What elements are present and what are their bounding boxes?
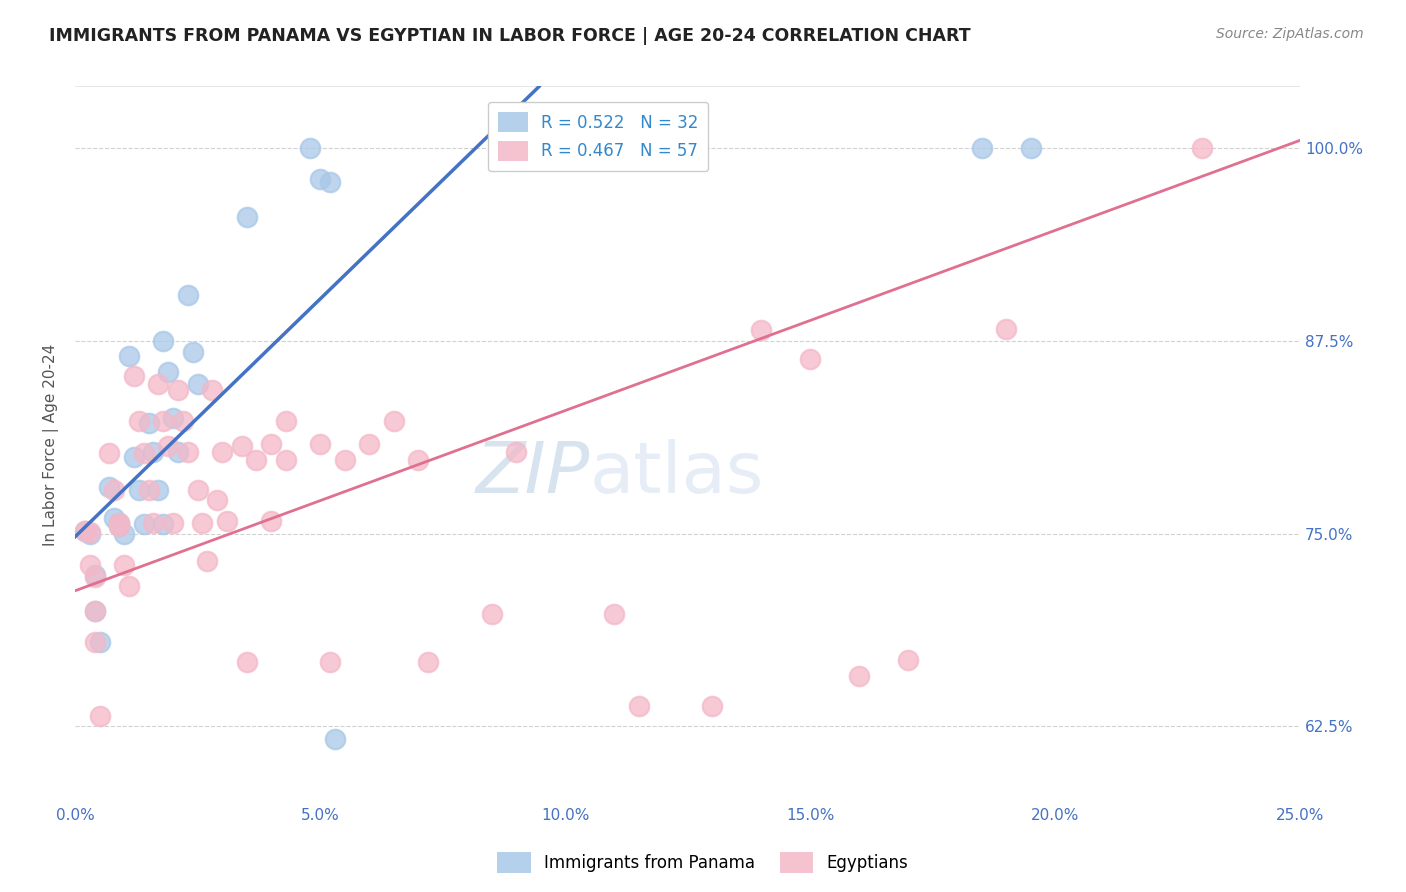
Point <box>260 514 283 528</box>
Point <box>319 655 342 669</box>
Point <box>211 445 233 459</box>
Point <box>79 558 101 572</box>
Text: Source: ZipAtlas.com: Source: ZipAtlas.com <box>1216 27 1364 41</box>
Point <box>195 554 218 568</box>
Point <box>357 437 380 451</box>
Point <box>157 439 180 453</box>
Point <box>98 480 121 494</box>
Point <box>98 446 121 460</box>
Point <box>103 483 125 498</box>
Point <box>118 579 141 593</box>
Point <box>235 655 257 669</box>
Point <box>83 604 105 618</box>
Point <box>299 141 322 155</box>
Y-axis label: In Labor Force | Age 20-24: In Labor Force | Age 20-24 <box>44 343 59 546</box>
Point <box>749 323 772 337</box>
Point <box>215 514 238 528</box>
Point <box>201 383 224 397</box>
Point <box>83 568 105 582</box>
Point <box>157 365 180 379</box>
Point <box>191 516 214 530</box>
Point <box>138 416 160 430</box>
Point <box>1191 141 1213 155</box>
Point <box>319 175 342 189</box>
Point <box>79 525 101 540</box>
Point <box>245 452 267 467</box>
Point <box>132 446 155 460</box>
Point <box>799 352 821 367</box>
Point <box>112 526 135 541</box>
Point <box>172 414 194 428</box>
Text: ZIP: ZIP <box>475 439 589 508</box>
Point <box>406 452 429 467</box>
Point <box>128 483 150 498</box>
Point <box>700 699 723 714</box>
Point <box>274 452 297 467</box>
Point <box>73 524 96 538</box>
Point <box>505 445 527 459</box>
Point <box>167 383 190 397</box>
Point <box>260 437 283 451</box>
Point <box>177 287 200 301</box>
Point <box>142 516 165 530</box>
Point <box>162 411 184 425</box>
Point <box>122 369 145 384</box>
Point <box>73 524 96 538</box>
Point <box>152 517 174 532</box>
Point <box>138 483 160 498</box>
Point <box>118 349 141 363</box>
Point <box>132 517 155 532</box>
Point <box>142 445 165 459</box>
Point <box>187 483 209 498</box>
Point <box>108 519 131 533</box>
Point <box>177 445 200 459</box>
Point <box>148 483 170 498</box>
Point <box>152 414 174 428</box>
Legend: Immigrants from Panama, Egyptians: Immigrants from Panama, Egyptians <box>491 846 915 880</box>
Point <box>162 516 184 530</box>
Point <box>108 516 131 530</box>
Point <box>187 377 209 392</box>
Point <box>333 452 356 467</box>
Point <box>152 334 174 348</box>
Point <box>83 604 105 618</box>
Point <box>108 519 131 533</box>
Point <box>970 141 993 155</box>
Point <box>108 516 131 530</box>
Point <box>274 414 297 428</box>
Point <box>79 526 101 541</box>
Point <box>382 414 405 428</box>
Point <box>148 377 170 392</box>
Point <box>128 414 150 428</box>
Point <box>995 321 1018 335</box>
Point <box>167 445 190 459</box>
Point <box>481 607 503 621</box>
Point <box>309 172 332 186</box>
Point <box>231 439 253 453</box>
Point <box>181 344 204 359</box>
Text: IMMIGRANTS FROM PANAMA VS EGYPTIAN IN LABOR FORCE | AGE 20-24 CORRELATION CHART: IMMIGRANTS FROM PANAMA VS EGYPTIAN IN LA… <box>49 27 970 45</box>
Point <box>103 511 125 525</box>
Point <box>309 437 332 451</box>
Point <box>848 668 870 682</box>
Point <box>1019 141 1042 155</box>
Point <box>416 655 439 669</box>
Point <box>89 708 111 723</box>
Text: atlas: atlas <box>589 439 763 508</box>
Point <box>112 558 135 572</box>
Point <box>323 731 346 746</box>
Point <box>205 492 228 507</box>
Legend: R = 0.522   N = 32, R = 0.467   N = 57: R = 0.522 N = 32, R = 0.467 N = 57 <box>488 102 709 171</box>
Point <box>122 450 145 464</box>
Point <box>603 607 626 621</box>
Point <box>627 699 650 714</box>
Point <box>89 634 111 648</box>
Point <box>897 653 920 667</box>
Point <box>235 211 257 225</box>
Point <box>83 634 105 648</box>
Point <box>83 570 105 584</box>
